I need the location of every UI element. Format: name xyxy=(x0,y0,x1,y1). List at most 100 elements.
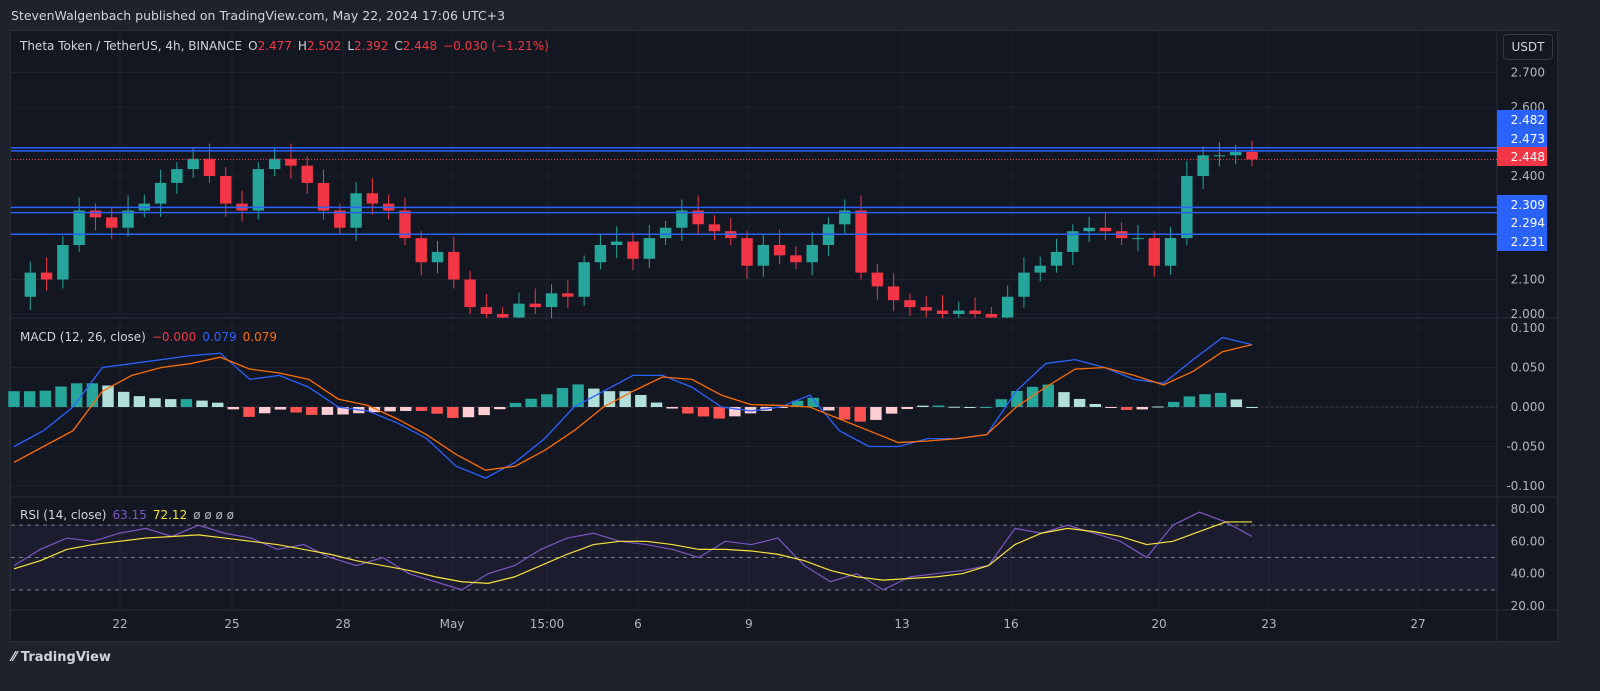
price-tick-label: 2.000 xyxy=(1511,307,1545,321)
x-tick-label: 22 xyxy=(112,617,127,631)
candle-up xyxy=(431,251,444,263)
rsi-band-fill xyxy=(11,525,1497,590)
change-value: −0.030 (−1.21%) xyxy=(443,39,549,53)
macd-histogram-bar xyxy=(180,399,193,407)
macd-value: 0.079 xyxy=(202,330,237,344)
macd-histogram-bar xyxy=(1042,384,1054,407)
x-tick-label: 20 xyxy=(1151,617,1166,631)
x-tick-label: 6 xyxy=(634,617,642,631)
macd-histogram-bar xyxy=(885,407,898,414)
chart-frame[interactable] xyxy=(10,30,1558,642)
price-tick-label: 2.100 xyxy=(1511,273,1545,287)
last-price-tag xyxy=(1497,147,1547,166)
macd-histogram-bar xyxy=(838,407,851,420)
price-tick-label: 2.700 xyxy=(1511,66,1545,80)
candle-up xyxy=(154,182,167,204)
candle-down xyxy=(773,245,786,256)
macd-histogram-bar xyxy=(400,407,412,411)
rsi-ma-line xyxy=(13,521,1252,584)
candle-up xyxy=(953,310,965,314)
candle-up xyxy=(350,193,362,228)
macd-histogram-bar xyxy=(415,407,428,411)
price-tick-label: 2.400 xyxy=(1511,169,1545,183)
macd-histogram-bar xyxy=(1120,407,1133,410)
symbol-title: Theta Token / TetherUS, 4h, BINANCE xyxy=(20,39,243,53)
x-tick-label: 28 xyxy=(335,617,350,631)
x-tick-label: 27 xyxy=(1410,617,1425,631)
macd-histogram-bar xyxy=(729,407,741,417)
candle-down xyxy=(480,307,493,314)
macd-histogram-bar xyxy=(1152,406,1164,408)
rsi-tick-label: 20.00 xyxy=(1511,599,1545,613)
macd-histogram-bar xyxy=(948,406,960,408)
candle-up xyxy=(1230,151,1242,156)
macd-hist-value: −0.000 xyxy=(151,330,197,344)
candle-up xyxy=(24,272,36,297)
level-price-label: 2.294 xyxy=(1511,216,1545,230)
brand-name: TradingView xyxy=(20,650,111,665)
macd-histogram-bar xyxy=(478,407,490,416)
rsi-tick-label: 80.00 xyxy=(1511,502,1545,516)
rsi-legend: RSI (14, close) 63.15 72.12 ø ø ø ø xyxy=(20,508,240,522)
macd-histogram-bar xyxy=(117,391,130,407)
rsi-ma-value: 72.12 xyxy=(152,508,188,522)
candle-up xyxy=(1213,155,1226,157)
macd-tick-label: 0.100 xyxy=(1511,321,1545,335)
candle-down xyxy=(317,182,330,211)
close-label: C xyxy=(394,39,403,53)
candle-down xyxy=(985,314,998,318)
candle-down xyxy=(415,238,427,263)
candle-up xyxy=(513,303,525,318)
macd-histogram-bar xyxy=(133,396,146,407)
candle-up xyxy=(252,169,265,211)
macd-histogram-bar xyxy=(588,388,600,407)
macd-histogram-bar xyxy=(290,407,302,413)
rsi-value: 63.15 xyxy=(112,508,147,522)
tradingview-logo: ⁄⁄ TradingView xyxy=(12,650,111,665)
macd-histogram-bar xyxy=(603,391,616,407)
currency-button[interactable]: USDT xyxy=(1503,34,1553,60)
macd-histogram-bar xyxy=(55,386,67,407)
macd-histogram-bar xyxy=(823,407,835,411)
macd-signal-value: 0.079 xyxy=(242,330,277,344)
macd-tick-label: 0.000 xyxy=(1511,400,1545,414)
candle-down xyxy=(936,310,949,314)
rsi-tick-label: 40.00 xyxy=(1511,567,1545,581)
macd-histogram-bar xyxy=(525,398,537,407)
candle-down xyxy=(1148,238,1160,266)
macd-histogram-bar xyxy=(854,407,866,422)
macd-histogram-bar xyxy=(807,397,819,407)
level-price-label: 2.482 xyxy=(1511,113,1545,127)
level-price-tag xyxy=(1497,110,1547,129)
x-tick-label: 13 xyxy=(894,617,909,631)
macd-histogram-bar xyxy=(86,383,99,407)
candle-down xyxy=(464,279,476,308)
macd-histogram-bar xyxy=(462,407,475,418)
macd-histogram-bar xyxy=(1011,391,1023,407)
level-price-tag xyxy=(1497,213,1547,232)
macd-histogram-bar xyxy=(1089,404,1101,407)
candle-up xyxy=(187,158,199,170)
candle-down xyxy=(741,238,753,266)
macd-histogram-bar xyxy=(509,402,522,407)
candle-down xyxy=(692,210,704,225)
level-price-tag xyxy=(1497,195,1547,214)
candle-down xyxy=(920,307,932,311)
macd-histogram-bar xyxy=(165,399,177,407)
macd-histogram-bar xyxy=(666,407,678,409)
macd-histogram-bar xyxy=(8,391,20,407)
candle-down xyxy=(334,210,346,228)
candle-down xyxy=(708,224,721,232)
macd-histogram-bar xyxy=(1230,399,1243,407)
macd-histogram-bar xyxy=(870,407,882,420)
macd-histogram-bar xyxy=(917,405,929,407)
macd-line xyxy=(13,336,1253,479)
macd-histogram-bar xyxy=(306,407,318,415)
macd-histogram-bar xyxy=(932,405,945,407)
macd-histogram-bar xyxy=(337,407,349,415)
macd-histogram-bar xyxy=(259,407,271,414)
candle-up xyxy=(1067,231,1079,252)
level-price-label: 2.309 xyxy=(1511,198,1545,212)
candle-down xyxy=(285,158,297,166)
